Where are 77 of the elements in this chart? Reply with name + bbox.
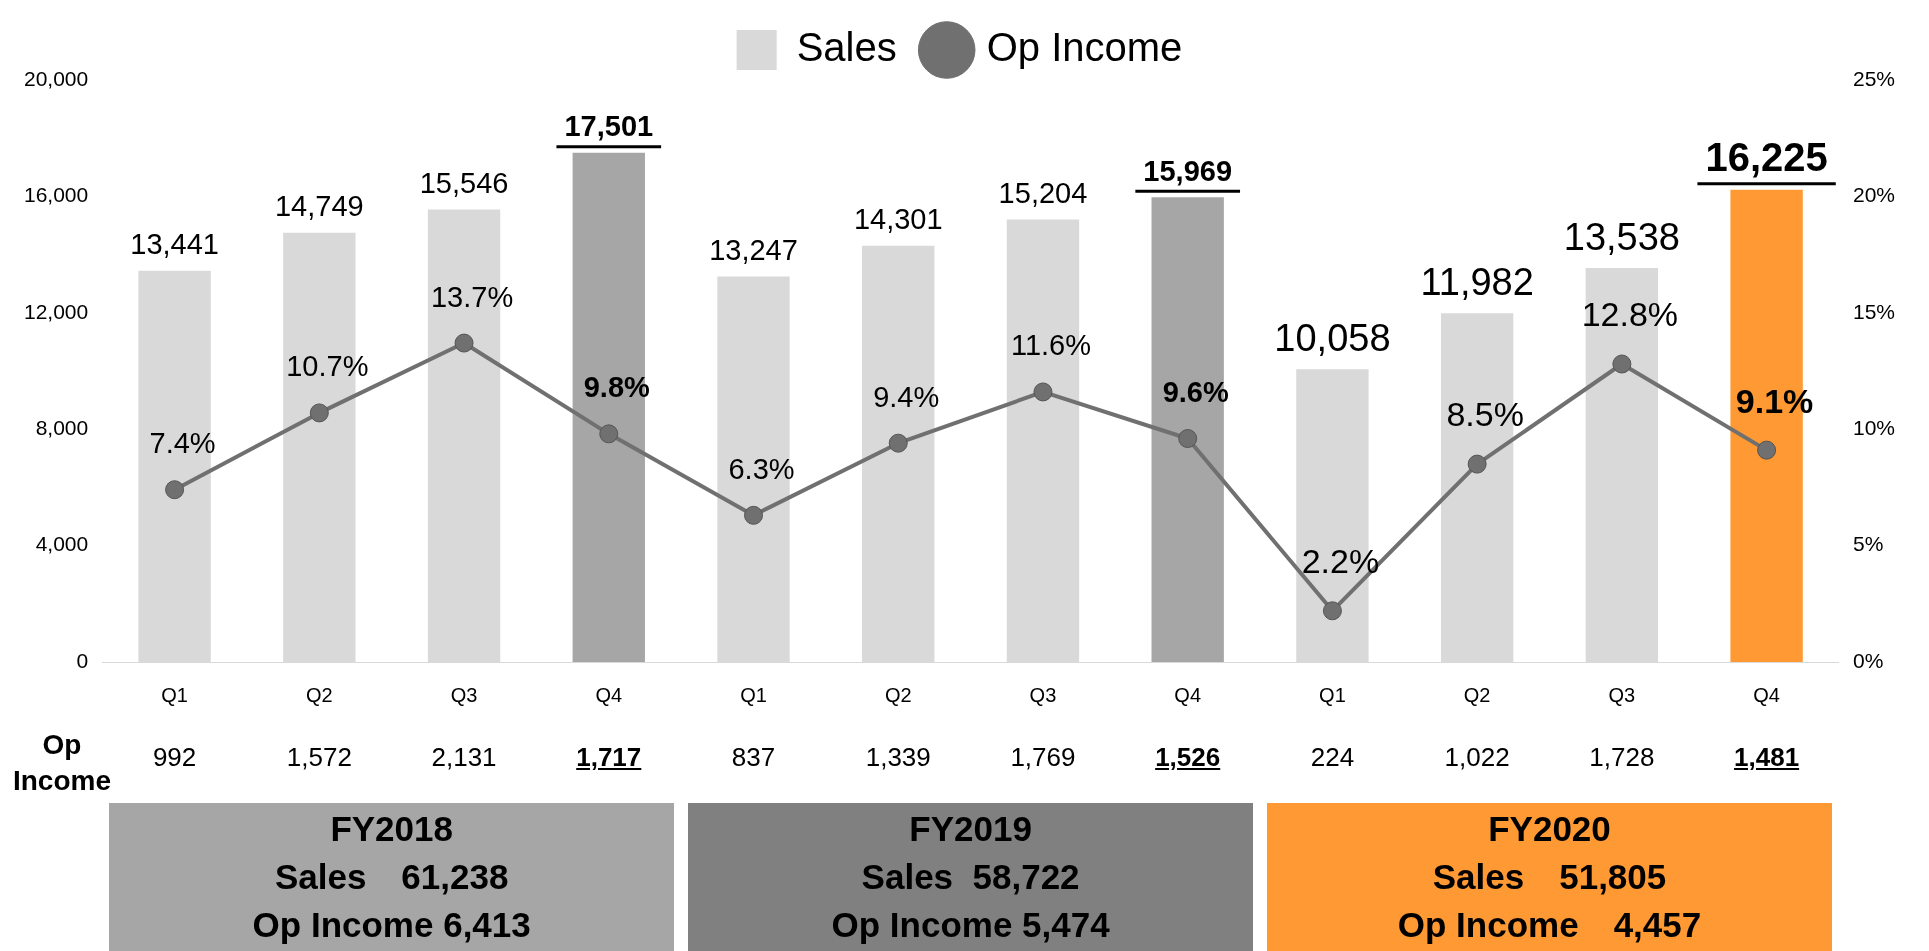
data-label: 14,301: [853, 203, 943, 236]
point: [1612, 354, 1632, 374]
data-label: 16,225: [1705, 134, 1828, 179]
point: [888, 433, 908, 453]
data-label: 15,969: [1143, 154, 1233, 187]
point: [1757, 440, 1777, 460]
point: [599, 424, 619, 444]
text: 1,339: [865, 742, 931, 773]
data-label: 9.6%: [1162, 376, 1229, 409]
text: 837: [731, 742, 776, 773]
data-label: 9.4%: [873, 380, 940, 413]
x-tick-label: Q4: [595, 683, 623, 706]
data-label: 15,546: [419, 167, 509, 200]
summary-panel: FY2019 Sales 58,722 Op Income 5,474: [688, 803, 1253, 951]
x-tick-label: Q1: [740, 683, 767, 706]
data-label: 13,441: [130, 228, 219, 261]
y2-tick-label: 10%: [1852, 416, 1895, 439]
y2-tick-label: 15%: [1852, 299, 1895, 323]
data-label: 10,058: [1274, 316, 1391, 359]
data-label: 14,749: [274, 190, 364, 223]
point: [165, 480, 185, 500]
text: 1,481: [1734, 742, 1800, 773]
point: [1033, 382, 1053, 402]
y2-tick-label: 25%: [1852, 66, 1895, 90]
summary-panel: FY2020 Sales 51,805 Op Income 4,457: [1267, 803, 1832, 951]
x-tick-label: Q4: [1174, 683, 1202, 706]
data-label: 15,204: [998, 177, 1088, 210]
text: Op Income: [12, 728, 112, 798]
text: 224: [1310, 742, 1355, 773]
text: 1,572: [286, 742, 352, 773]
data-label: 11,982: [1420, 260, 1534, 303]
data-label: 13.7%: [430, 280, 514, 313]
y-tick-label: 20,000: [24, 66, 89, 90]
text: 1,022: [1444, 742, 1510, 773]
data-label: 9.8%: [583, 371, 651, 404]
y2-tick-label: 0%: [1852, 648, 1884, 672]
data-label: 10.7%: [286, 350, 369, 383]
point: [1467, 454, 1487, 474]
point: [1178, 429, 1198, 449]
data-label: 13,247: [709, 234, 798, 267]
legend-label: Sales: [796, 25, 897, 70]
y2-tick-label: 5%: [1852, 532, 1884, 556]
x-tick-label: Q3: [1608, 683, 1636, 706]
point: [454, 333, 474, 353]
x-tick-label: Q2: [1463, 683, 1491, 706]
y-tick-label: 16,000: [24, 183, 89, 207]
x-tick-label: Q3: [1029, 683, 1057, 706]
y2-tick-label: 20%: [1852, 183, 1895, 207]
data-label: 8.5%: [1446, 395, 1524, 434]
text: 1,526: [1155, 742, 1221, 773]
y-tick-label: 8,000: [35, 416, 89, 439]
y-tick-label: 12,000: [24, 299, 89, 323]
point: [1322, 601, 1342, 621]
point: [309, 403, 329, 423]
data-label: 7.4%: [149, 427, 216, 460]
x-tick-label: Q1: [161, 683, 188, 706]
data-label: 17,501: [564, 110, 654, 143]
y-tick-label: 0: [76, 648, 89, 672]
data-label: 13,538: [1563, 215, 1680, 258]
y-tick-label: 4,000: [35, 532, 89, 556]
text: 1,717: [576, 742, 642, 773]
data-label: 2.2%: [1301, 542, 1380, 581]
summary-panel: FY2018 Sales 61,238 Op Income 6,413: [109, 803, 674, 951]
legend-label: Op Income: [986, 25, 1183, 70]
x-tick-label: Q4: [1753, 683, 1780, 706]
text: 1,769: [1010, 742, 1076, 773]
x-tick-label: Q1: [1319, 683, 1346, 706]
x-tick-label: Q3: [450, 683, 478, 706]
text: 992: [152, 742, 197, 773]
text: 2,131: [431, 742, 497, 773]
point: [744, 505, 764, 525]
x-tick-label: Q2: [305, 683, 333, 706]
data-label: 11.6%: [1010, 329, 1091, 362]
x-tick-label: Q2: [884, 683, 912, 706]
text: 1,728: [1589, 742, 1655, 773]
data-label: 12.8%: [1581, 295, 1679, 334]
data-label: 6.3%: [728, 452, 795, 485]
